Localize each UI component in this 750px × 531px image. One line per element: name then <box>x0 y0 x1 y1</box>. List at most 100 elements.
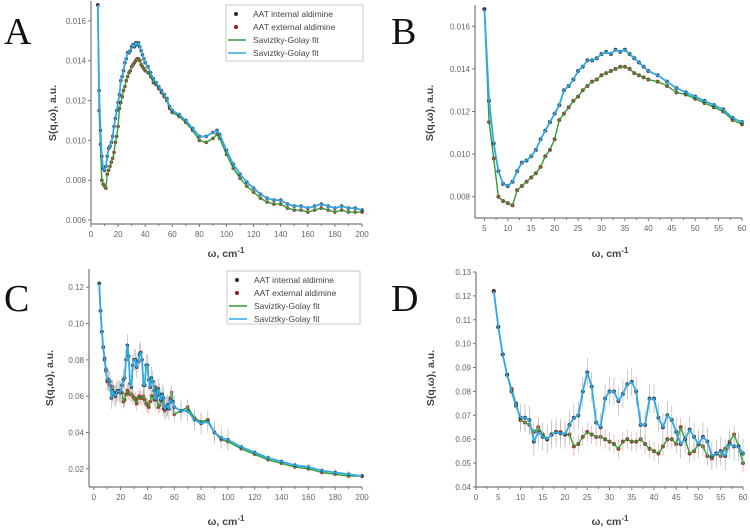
y-tick-label: 0.06 <box>68 392 84 401</box>
x-tick-label: 40 <box>143 493 152 502</box>
panel-letter: D <box>391 278 418 320</box>
savitzky-golay-fit-line <box>97 4 362 213</box>
plot-area <box>97 281 364 480</box>
x-tick-label: 50 <box>691 224 700 233</box>
y-tick-label: 0.13 <box>455 268 471 277</box>
plot-area <box>95 3 364 214</box>
x-tick-label: 160 <box>302 493 316 502</box>
x-axis-label-text: ω, cm <box>591 516 621 528</box>
x-tick-label: 100 <box>220 230 234 239</box>
y-axis-label: S(q,ω), a.u. <box>425 350 437 406</box>
x-tick-label: 40 <box>141 230 150 239</box>
y-tick-label: 0.014 <box>66 57 87 66</box>
x-tick-label: 30 <box>597 224 606 233</box>
y-tick-label: 0.006 <box>66 216 87 225</box>
x-tick-label: 15 <box>538 493 547 502</box>
y-tick-label: 0.010 <box>66 136 87 145</box>
y-tick-label: 0.05 <box>455 459 471 468</box>
x-tick-label: 160 <box>301 230 315 239</box>
x-tick-label: 25 <box>583 493 592 502</box>
legend-box <box>225 4 364 62</box>
savitzky-golay-fit-line <box>98 283 363 477</box>
x-tick-label: 35 <box>620 224 629 233</box>
savitzky-golay-fit-line <box>492 290 745 457</box>
data-point <box>482 7 487 12</box>
y-tick-label: 0.08 <box>68 356 84 365</box>
x-tick-label: 30 <box>605 493 614 502</box>
x-axis-label: ω, cm-1 <box>207 246 245 260</box>
y-tick-label: 0.008 <box>66 176 87 185</box>
x-tick-label: 20 <box>561 493 570 502</box>
legend-entry: AAT external aldimine <box>253 22 336 32</box>
plot-area <box>491 288 745 473</box>
x-axis-label-text: ω, cm <box>207 516 237 528</box>
x-axis-label-superscript: -1 <box>237 514 245 523</box>
x-tick-label: 10 <box>503 224 512 233</box>
x-tick-label: 120 <box>248 493 262 502</box>
y-tick-label: 0.08 <box>455 387 471 396</box>
x-tick-label: 140 <box>275 493 289 502</box>
x-tick-label: 25 <box>574 224 583 233</box>
legend-marker-dot <box>235 278 239 282</box>
x-axis-label-superscript: -1 <box>237 246 245 255</box>
y-tick-label: 0.10 <box>455 340 471 349</box>
x-tick-label: 50 <box>694 493 703 502</box>
legend-box <box>226 270 361 325</box>
x-tick-label: 0 <box>92 493 97 502</box>
legend-entry: Saviztky-Golay fit <box>253 48 319 58</box>
y-tick-label: 0.010 <box>450 150 471 159</box>
x-tick-label: 60 <box>739 493 748 502</box>
y-tick-label: 0.10 <box>68 320 84 329</box>
x-tick-label: 45 <box>672 493 681 502</box>
y-tick-label: 0.04 <box>455 483 471 492</box>
x-tick-label: 15 <box>527 224 536 233</box>
series-internal-aldimine <box>491 288 745 471</box>
x-tick-label: 100 <box>221 493 235 502</box>
series-internal-aldimine <box>97 281 364 480</box>
x-tick-label: 55 <box>714 224 723 233</box>
savitzky-golay-fit-line <box>493 291 745 464</box>
x-tick-label: 40 <box>650 493 659 502</box>
x-tick-label: 5 <box>496 493 501 502</box>
x-tick-label: 55 <box>716 493 725 502</box>
panel-B: B 5 10 15 20 25 30 35 40 45 50 55 60 0.008 0.010 0.012 0… <box>391 5 747 260</box>
x-tick-label: 80 <box>195 230 204 239</box>
legend-marker-dot <box>234 25 238 29</box>
x-axis-label-superscript: -1 <box>621 514 629 523</box>
x-tick-label: 0 <box>474 493 479 502</box>
x-axis-label: ω, cm-1 <box>591 514 629 528</box>
panel-letter: A <box>4 11 32 53</box>
x-tick-label: 180 <box>328 230 342 239</box>
legend: AAT internal aldimine AAT external aldimi… <box>226 270 361 325</box>
series-external-aldimine <box>482 7 744 208</box>
x-tick-label: 40 <box>644 224 653 233</box>
x-tick-label: 80 <box>197 493 206 502</box>
x-tick-label: 60 <box>738 224 747 233</box>
legend-entry: Saviztky-Golay fit <box>254 314 320 324</box>
panel-D: D 0 5 10 15 20 25 30 35 40 45 50 55 60 0.04 0.05 0.06 0.0… <box>391 268 748 528</box>
savitzky-golay-fit-line <box>483 9 744 206</box>
y-tick-label: 0.11 <box>456 316 472 325</box>
plot-area <box>482 7 744 208</box>
x-tick-label: 120 <box>247 230 261 239</box>
x-tick-label: 5 <box>482 224 487 233</box>
x-axis-label-text: ω, cm <box>591 248 621 260</box>
y-tick-label: 0.12 <box>455 292 471 301</box>
x-tick-label: 60 <box>168 230 177 239</box>
y-tick-label: 0.012 <box>450 108 471 117</box>
savitzky-golay-fit-line <box>483 9 744 187</box>
y-tick-label: 0.016 <box>66 17 87 26</box>
legend-entry: AAT internal aldimine <box>254 275 334 285</box>
x-tick-label: 60 <box>170 493 179 502</box>
y-axis-label: S(q,ω), a.u. <box>424 85 436 141</box>
legend-entry: Saviztky-Golay fit <box>253 35 319 45</box>
x-tick-label: 140 <box>274 230 288 239</box>
panel-C: C 0 20 40 60 80 100 120 140 160 180 200 0.02 0.04 0.06… <box>4 269 369 528</box>
x-tick-label: 35 <box>627 493 636 502</box>
legend-entry: AAT external aldimine <box>254 288 337 298</box>
x-tick-label: 10 <box>516 493 525 502</box>
x-tick-label: 200 <box>355 230 369 239</box>
y-tick-label: 0.12 <box>68 283 84 292</box>
y-tick-label: 0.04 <box>68 429 84 438</box>
